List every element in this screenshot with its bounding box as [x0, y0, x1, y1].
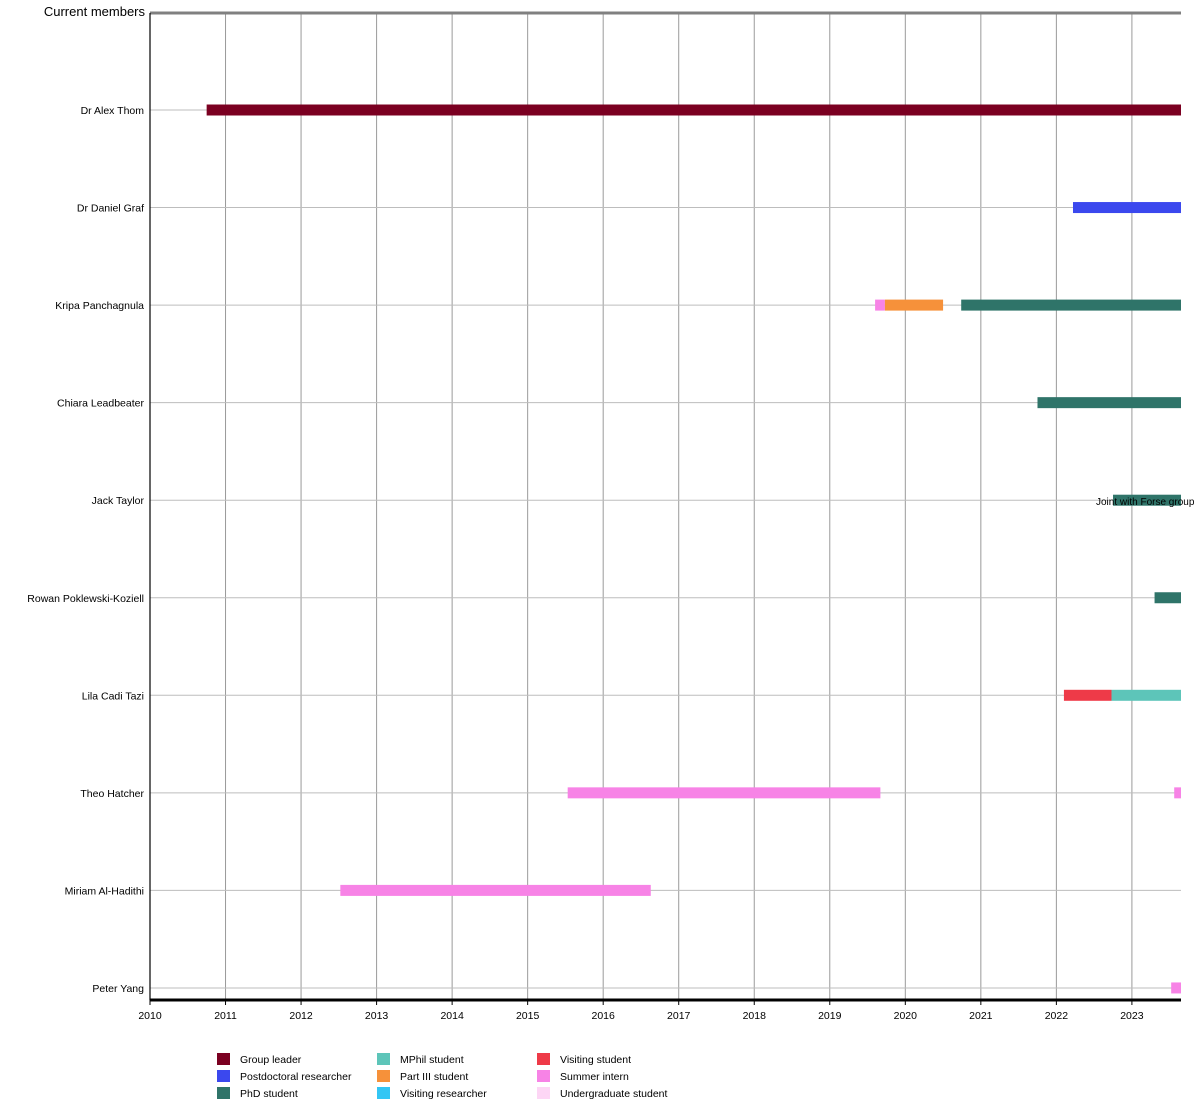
- bar-phd: [1113, 494, 1181, 506]
- legend-swatch-visiting_student: [537, 1053, 550, 1065]
- member-name: Dr Alex Thom: [81, 105, 145, 117]
- legend-swatch-mphil: [377, 1053, 390, 1065]
- x-tick-label: 2019: [818, 1010, 842, 1022]
- bar-mphil: [1111, 689, 1181, 701]
- legend-swatch-postdoc: [217, 1070, 230, 1082]
- x-tick-label: 2017: [667, 1010, 691, 1022]
- bar-visiting_student: [1063, 689, 1112, 701]
- bar-summer_intern: [567, 787, 881, 799]
- member-name: Kripa Panchagnula: [55, 300, 144, 312]
- x-tick-label: 2013: [365, 1010, 389, 1022]
- member-bars: [206, 104, 1182, 994]
- bar-phd: [961, 299, 1181, 311]
- bar-part_iii: [884, 299, 944, 311]
- legend-label: MPhil student: [400, 1054, 464, 1066]
- bar-summer_intern: [875, 299, 885, 311]
- bar-summer_intern: [340, 884, 651, 896]
- legend-label: PhD student: [240, 1088, 298, 1100]
- member-name: Lila Cadi Tazi: [82, 690, 144, 702]
- legend-label: Group leader: [240, 1054, 302, 1066]
- legend-label: Visiting researcher: [400, 1088, 487, 1100]
- legend-label: Part III student: [400, 1071, 468, 1083]
- bar-summer_intern: [1171, 982, 1181, 994]
- bar-summer_intern: [1174, 787, 1181, 799]
- x-tick-label: 2022: [1045, 1010, 1069, 1022]
- x-tick-label: 2016: [592, 1010, 616, 1022]
- row-lines: [150, 109, 1181, 989]
- bar-group_leader: [206, 104, 1182, 116]
- member-name: Theo Hatcher: [80, 788, 144, 800]
- bar-phd: [1154, 592, 1181, 604]
- member-labels: Dr Alex Thom Dr Daniel Graf Kripa Panchagn…: [27, 105, 144, 995]
- legend-swatch-group_leader: [217, 1053, 230, 1065]
- x-tick-label: 2018: [743, 1010, 767, 1022]
- chart-title: Current members: [44, 4, 146, 19]
- x-tick-labels: 2010 2011 2012 2013 2014 2015 2016 2017 2018 2019…: [138, 1010, 1143, 1022]
- bar-phd: [1037, 397, 1181, 409]
- x-tick-label: 2023: [1120, 1010, 1144, 1022]
- x-tick-label: 2020: [894, 1010, 918, 1022]
- bar-annotation: Joint with Forse group: [1096, 497, 1195, 508]
- member-name: Jack Taylor: [92, 495, 145, 507]
- member-name: Peter Yang: [92, 983, 144, 995]
- member-name: Miriam Al-Hadithi: [65, 885, 144, 897]
- legend-swatch-undergraduate: [537, 1087, 550, 1099]
- legend: Group leader Postdoctoral researcher PhD s…: [217, 1053, 667, 1100]
- x-tick-label: 2012: [289, 1010, 313, 1022]
- grid-lines: [149, 13, 1133, 1005]
- legend-label: Postdoctoral researcher: [240, 1071, 352, 1083]
- x-tick-label: 2010: [138, 1010, 162, 1022]
- member-name: Chiara Leadbeater: [57, 398, 144, 410]
- legend-swatch-phd: [217, 1087, 230, 1099]
- legend-swatch-part_iii: [377, 1070, 390, 1082]
- bar-postdoc: [1072, 202, 1181, 214]
- legend-swatch-visiting_researcher: [377, 1087, 390, 1099]
- x-tick-label: 2021: [969, 1010, 993, 1022]
- x-tick-label: 2014: [440, 1010, 464, 1022]
- annotations: Joint with Forse group: [1096, 497, 1195, 508]
- legend-label: Summer intern: [560, 1071, 629, 1083]
- legend-label: Visiting student: [560, 1054, 631, 1066]
- member-name: Rowan Poklewski-Koziell: [27, 593, 144, 605]
- legend-swatch-summer_intern: [537, 1070, 550, 1082]
- x-tick-label: 2015: [516, 1010, 540, 1022]
- axes: [149, 11, 1181, 1002]
- member-name: Dr Daniel Graf: [77, 203, 144, 215]
- x-tick-label: 2011: [214, 1010, 237, 1022]
- legend-label: Undergraduate student: [560, 1088, 667, 1100]
